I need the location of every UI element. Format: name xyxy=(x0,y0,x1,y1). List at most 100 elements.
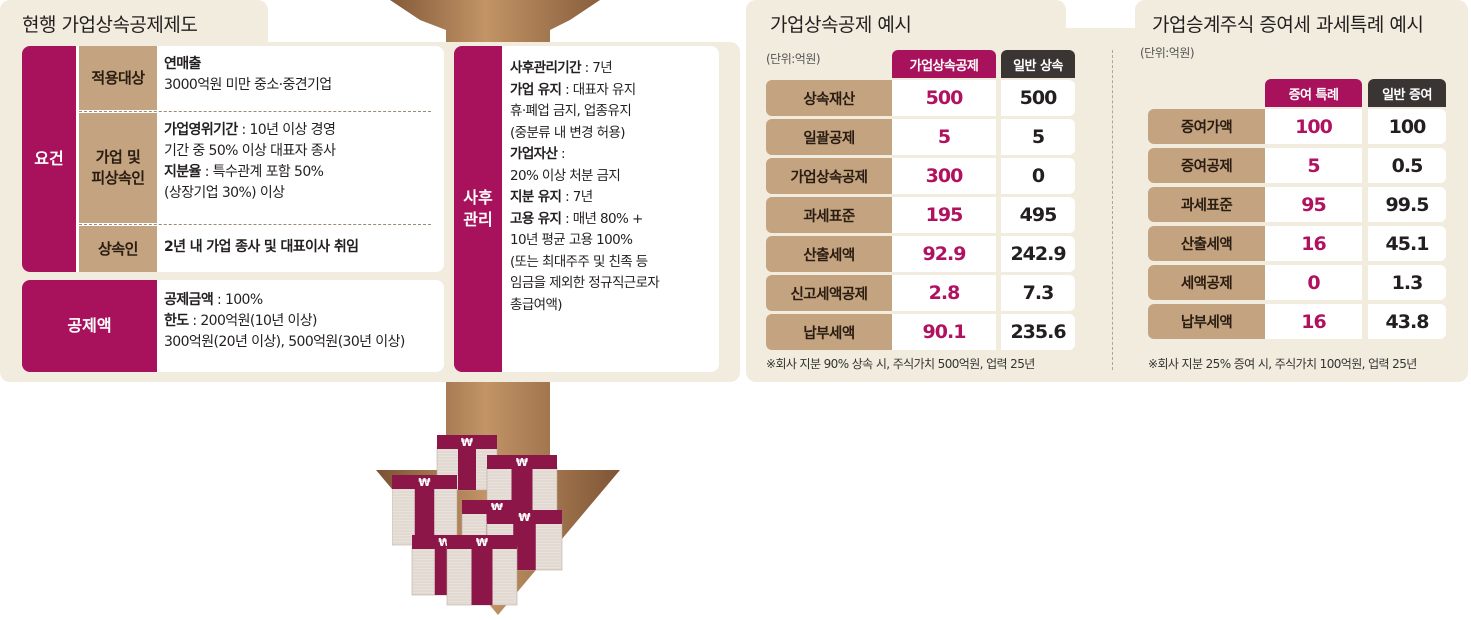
table-cell-general: 235.6 xyxy=(1001,314,1075,350)
content-line: (또는 최대주주 및 친족 등 xyxy=(510,253,648,270)
content-line: 지분 유지 : 7년 xyxy=(510,189,593,205)
table-cell-special: 5 xyxy=(1265,148,1362,183)
svg-text:₩: ₩ xyxy=(518,511,530,524)
content-line: (상장기업 30%) 이상 xyxy=(164,185,285,201)
req-business-content: 가업영위기간 : 10년 이상 경영 기간 중 50% 이상 대표자 종사 지분… xyxy=(164,120,439,204)
table-row-label: 세액공제 xyxy=(1148,265,1265,300)
deduction-content: 공제금액 : 100% 한도 : 200억원(10년 이상) 300억원(20년… xyxy=(164,290,442,353)
table-cell-special: 5 xyxy=(892,119,996,155)
divider xyxy=(79,224,431,225)
table-row-label: 과세표준 xyxy=(766,197,892,233)
right-panel-tab-2 xyxy=(1135,0,1468,40)
content-line: 한도 : 200억원(10년 이상) xyxy=(164,313,317,329)
table1-unit: (단위:억원) xyxy=(766,52,821,66)
deduction-label: 공제액 xyxy=(22,280,157,372)
table-row-label: 증여공제 xyxy=(1148,148,1265,183)
req-heir-content: 2년 내 가업 종사 및 대표이사 취임 xyxy=(164,237,439,258)
content-line: 총급여액) xyxy=(510,296,563,313)
divider xyxy=(79,111,431,112)
svg-text:₩: ₩ xyxy=(461,436,473,449)
table-cell-special: 300 xyxy=(892,158,996,194)
table-cell-general: 500 xyxy=(1001,80,1075,116)
content-line: 가업영위기간 : 10년 이상 경영 xyxy=(164,122,336,138)
req-row-label-heir: 상속인 xyxy=(79,226,157,272)
svg-text:₩: ₩ xyxy=(418,476,430,489)
panel-divider xyxy=(1112,50,1113,370)
table-cell-special: 0 xyxy=(1265,265,1362,300)
table-cell-special: 16 xyxy=(1265,226,1362,261)
table-row-label: 신고세액공제 xyxy=(766,275,892,311)
table-row-label: 산출세액 xyxy=(766,236,892,272)
content-line: 300억원(20년 이상), 500억원(30년 이상) xyxy=(164,334,405,350)
table-row-label: 상속재산 xyxy=(766,80,892,116)
table-row-label: 일괄공제 xyxy=(766,119,892,155)
table-cell-general: 99.5 xyxy=(1368,187,1446,222)
content-line: 사후관리기간 : 7년 xyxy=(510,60,613,76)
left-panel-tab xyxy=(0,0,268,48)
money-stack: ₩ xyxy=(446,535,518,606)
svg-text:₩: ₩ xyxy=(516,456,528,469)
content-line: 연매출 xyxy=(164,56,201,72)
req-target-content: 연매출 3000억원 미만 중소·중견기업 xyxy=(164,54,434,96)
table-cell-special: 2.8 xyxy=(892,275,996,311)
table-row-label: 산출세액 xyxy=(1148,226,1265,261)
table-row-label: 가업상속공제 xyxy=(766,158,892,194)
requirements-label: 요건 xyxy=(22,46,76,272)
table-cell-general: 43.8 xyxy=(1368,304,1446,339)
table-cell-general: 495 xyxy=(1001,197,1075,233)
won-money-stacks-icon: ₩₩₩₩₩₩₩ xyxy=(392,435,563,606)
content-line: 휴·폐업 금지, 업종유지 xyxy=(510,103,632,119)
table2-col-general: 일반 증여 xyxy=(1368,79,1446,107)
table-cell-special: 95 xyxy=(1265,187,1362,222)
table-cell-general: 5 xyxy=(1001,119,1075,155)
requirements-card: 요건 적용대상 가업 및 피상속인 상속인 연매출 3000억원 미만 중소·중… xyxy=(22,46,444,272)
table-cell-general: 7.3 xyxy=(1001,275,1075,311)
content-line: 2년 내 가업 종사 및 대표이사 취임 xyxy=(164,239,359,255)
table1-col-general: 일반 상속 xyxy=(1001,50,1075,78)
post-management-label: 사후 관리 xyxy=(454,46,502,372)
content-line: 3000억원 미만 중소·중견기업 xyxy=(164,77,332,93)
table1-title: 가업상속공제 예시 xyxy=(770,14,912,36)
right-panel-tab-1 xyxy=(746,0,1066,40)
table-cell-general: 1.3 xyxy=(1368,265,1446,300)
content-line: 10년 평균 고용 100% xyxy=(510,232,633,248)
left-panel-title: 현행 가업상속공제제도 xyxy=(22,14,198,36)
table2-title: 가업승계주식 증여세 과세특례 예시 xyxy=(1152,14,1424,36)
content-line: 20% 이상 처분 금지 xyxy=(510,167,621,184)
content-line: (중분류 내 변경 허용) xyxy=(510,124,626,141)
table-row-label: 과세표준 xyxy=(1148,187,1265,222)
post-management-card: 사후 관리 사후관리기간 : 7년 가업 유지 : 대표자 유지 휴·폐업 금지… xyxy=(454,46,719,372)
svg-text:₩: ₩ xyxy=(476,536,488,549)
table-row-label: 증여가액 xyxy=(1148,109,1265,144)
deduction-card: 공제액 공제금액 : 100% 한도 : 200억원(10년 이상) 300억원… xyxy=(22,280,444,372)
table-cell-special: 90.1 xyxy=(892,314,996,350)
money-stack: ₩ xyxy=(392,475,458,546)
content-line: 가업 유지 : 대표자 유지 xyxy=(510,81,636,98)
req-row-label-target: 적용대상 xyxy=(79,46,157,110)
table-cell-special: 100 xyxy=(1265,109,1362,144)
table-row-label: 납부세액 xyxy=(766,314,892,350)
post-management-label-text: 사후 관리 xyxy=(463,188,493,229)
content-line: 공제금액 : 100% xyxy=(164,292,263,308)
content-line: 기간 중 50% 이상 대표자 종사 xyxy=(164,143,336,159)
table-cell-general: 45.1 xyxy=(1368,226,1446,261)
table-cell-general: 100 xyxy=(1368,109,1446,144)
table1-note: ※회사 지분 90% 상속 시, 주식가치 500억원, 업력 25년 xyxy=(766,357,1035,371)
content-line: 지분율 : 특수관계 포함 50% xyxy=(164,164,324,180)
req-row-label-business-text: 가업 및 피상속인 xyxy=(91,148,145,187)
table-cell-special: 195 xyxy=(892,197,996,233)
table-cell-special: 16 xyxy=(1265,304,1362,339)
table-cell-special: 500 xyxy=(892,80,996,116)
content-line: 가업자산 : xyxy=(510,146,565,162)
req-row-label-business: 가업 및 피상속인 xyxy=(79,113,157,223)
table2-unit: (단위:억원) xyxy=(1140,46,1195,60)
post-management-content: 사후관리기간 : 7년 가업 유지 : 대표자 유지 휴·폐업 금지, 업종유지… xyxy=(510,58,716,316)
table-cell-general: 0.5 xyxy=(1368,148,1446,183)
content-line: 임금을 제외한 정규직근로자 xyxy=(510,275,660,291)
table-cell-general: 0 xyxy=(1001,158,1075,194)
table-row-label: 납부세액 xyxy=(1148,304,1265,339)
table-cell-general: 242.9 xyxy=(1001,236,1075,272)
table-cell-special: 92.9 xyxy=(892,236,996,272)
table1-col-deduction: 가업상속공제 xyxy=(892,50,996,78)
content-line: 고용 유지 : 매년 80% + xyxy=(510,210,643,227)
